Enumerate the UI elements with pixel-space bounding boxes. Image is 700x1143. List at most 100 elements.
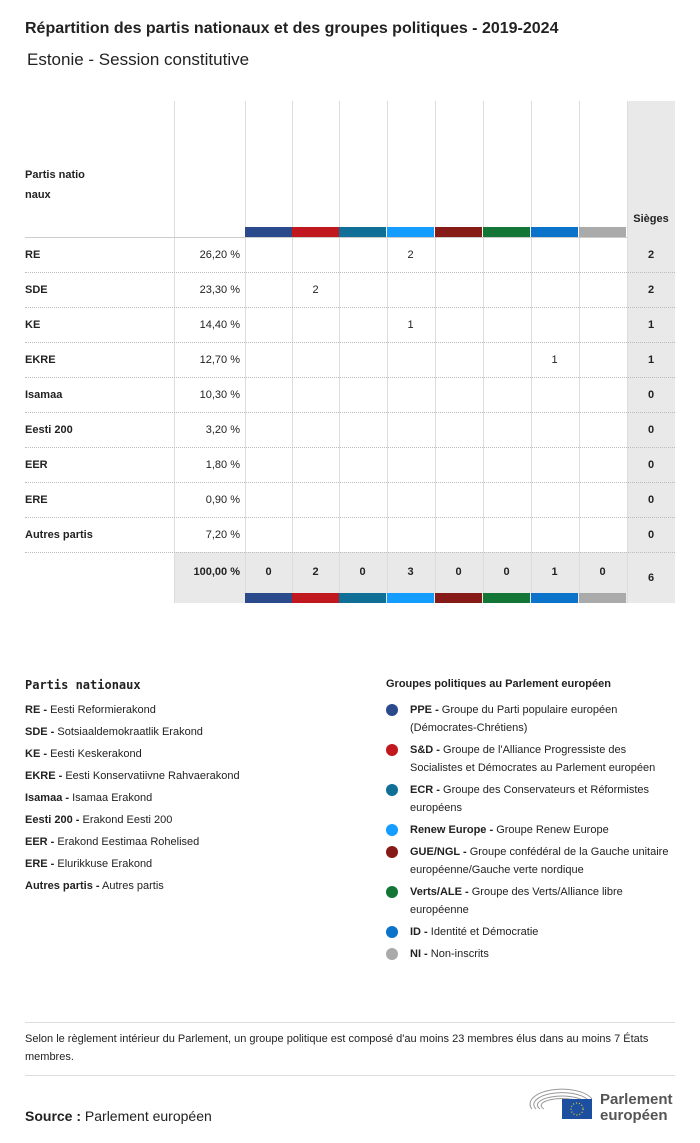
group-abbr: Renew Europe -: [410, 824, 494, 836]
party-legend-item: Autres partis - Autres partis: [25, 877, 355, 895]
column-divider: [579, 101, 580, 603]
column-divider: [174, 101, 175, 603]
total-group-seats: 2: [312, 566, 319, 578]
source: Source : Parlement européen: [25, 1108, 212, 1124]
group-color-bar-total: [292, 593, 339, 603]
group-color-bar-total: [339, 593, 386, 603]
votes-value: 0,90 %: [205, 493, 240, 506]
group-color-dot: [386, 846, 398, 858]
party-name: Eesti 200: [25, 423, 73, 436]
hemicycle-icon: [529, 1088, 593, 1119]
group-color-dot: [386, 824, 398, 836]
group-color-bar-total: [483, 593, 530, 603]
header-divider: [25, 237, 627, 238]
group-full-name: Non-inscrits: [430, 948, 489, 960]
row-divider: [25, 412, 675, 413]
column-divider: [627, 101, 628, 603]
group-legend-item: NI - Non-inscrits: [386, 945, 675, 963]
group-abbr: Verts/ALE -: [410, 886, 469, 898]
party-legend-item: EKRE - Eesti Konservatiivne Rahvaerakond: [25, 767, 355, 785]
group-seats: 2: [407, 248, 414, 261]
group-color-bar: [579, 227, 626, 237]
group-full-name: Groupe Renew Europe: [496, 824, 609, 836]
votes-value: 14,40 %: [199, 318, 240, 331]
row-divider: [25, 342, 675, 343]
total-seats: 6: [647, 571, 655, 584]
group-abbr: S&D -: [410, 744, 440, 756]
seats-value: 0: [647, 493, 655, 506]
party-abbr: Autres partis -: [25, 880, 100, 892]
group-color-bar: [531, 227, 578, 237]
party-abbr: ERE -: [25, 858, 55, 870]
group-legend-item: Renew Europe - Groupe Renew Europe: [386, 821, 675, 839]
column-divider: [531, 101, 532, 603]
group-color-bar-total: [531, 593, 578, 603]
row-divider: [25, 517, 675, 518]
party-abbr: RE -: [25, 704, 47, 716]
total-group-seats: 0: [359, 566, 366, 578]
column-divider: [387, 101, 388, 603]
party-full-name: Autres partis: [102, 880, 164, 892]
row-divider: [25, 377, 675, 378]
group-legend-item: PPE - Groupe du Parti populaire européen…: [386, 701, 675, 737]
party-legend-item: Eesti 200 - Erakond Eesti 200: [25, 811, 355, 829]
column-divider: [292, 101, 293, 603]
column-divider: [435, 101, 436, 603]
groups-legend-title: Groupes politiques au Parlement européen: [386, 678, 611, 690]
group-full-name: Groupe de l'Alliance Progressiste des So…: [410, 744, 656, 774]
group-color-bar-total: [579, 593, 626, 603]
party-full-name: Eesti Keskerakond: [50, 748, 142, 760]
party-full-name: Eesti Konservatiivne Rahvaerakond: [65, 770, 240, 782]
party-name: EKRE: [25, 353, 56, 366]
party-legend-item: ERE - Elurikkuse Erakond: [25, 855, 355, 873]
total-group-seats: 0: [599, 566, 606, 578]
total-group-seats: 0: [265, 566, 272, 578]
party-legend-item: RE - Eesti Reformierakond: [25, 701, 355, 719]
group-legend-item: S&D - Groupe de l'Alliance Progressiste …: [386, 741, 675, 777]
parties-legend: RE - Eesti Reformierakond SDE - Sotsiaald…: [25, 701, 355, 899]
votes-value: 23,30 %: [199, 283, 240, 296]
group-abbr: GUE/NGL -: [410, 846, 467, 858]
party-abbr: EKRE -: [25, 770, 63, 782]
seats-value: 0: [647, 528, 655, 541]
group-full-name: Groupe du Parti populaire européen (Démo…: [410, 704, 618, 734]
group-color-bar-total: [387, 593, 434, 603]
group-color-dot: [386, 926, 398, 938]
seats-value: 0: [647, 423, 655, 436]
party-abbr: Eesti 200 -: [25, 814, 80, 826]
group-legend-item: ID - Identité et Démocratie: [386, 923, 675, 941]
total-votes: 100,00 %: [193, 566, 240, 578]
column-divider: [483, 101, 484, 603]
seats-value: 2: [647, 248, 655, 261]
row-divider: [25, 482, 675, 483]
group-seats: 1: [407, 318, 414, 331]
group-full-name: Groupe des Verts/Alliance libre européen…: [410, 886, 623, 916]
seats-value: 2: [647, 283, 655, 296]
party-full-name: Eesti Reformierakond: [50, 704, 156, 716]
votes-value: 3,20 %: [205, 423, 240, 436]
page-title: Répartition des partis nationaux et des …: [25, 20, 559, 37]
total-group-seats: 3: [407, 566, 414, 578]
column-divider: [339, 101, 340, 603]
page-subtitle: Estonie - Session constitutive: [27, 50, 250, 69]
group-color-bar: [245, 227, 292, 237]
seats-value: 0: [647, 458, 655, 471]
group-seats: 1: [551, 353, 558, 366]
party-name: SDE: [25, 283, 48, 296]
group-color-bar-total: [435, 593, 482, 603]
votes-value: 26,20 %: [199, 248, 240, 261]
party-name: ERE: [25, 493, 48, 506]
group-color-dot: [386, 704, 398, 716]
group-color-dot: [386, 948, 398, 960]
row-divider: [25, 272, 675, 273]
party-full-name: Erakond Eesti 200: [82, 814, 173, 826]
group-color-dot: [386, 886, 398, 898]
party-abbr: Isamaa -: [25, 792, 70, 804]
group-color-bar-total: [245, 593, 292, 603]
group-full-name: Groupe confédéral de la Gauche unitaire …: [410, 846, 669, 876]
votes-value: 7,20 %: [205, 528, 240, 541]
logo-text: Parlement européen: [600, 1091, 673, 1124]
party-abbr: KE -: [25, 748, 47, 760]
seats-header: Sièges: [633, 213, 669, 225]
group-abbr: ECR -: [410, 784, 440, 796]
